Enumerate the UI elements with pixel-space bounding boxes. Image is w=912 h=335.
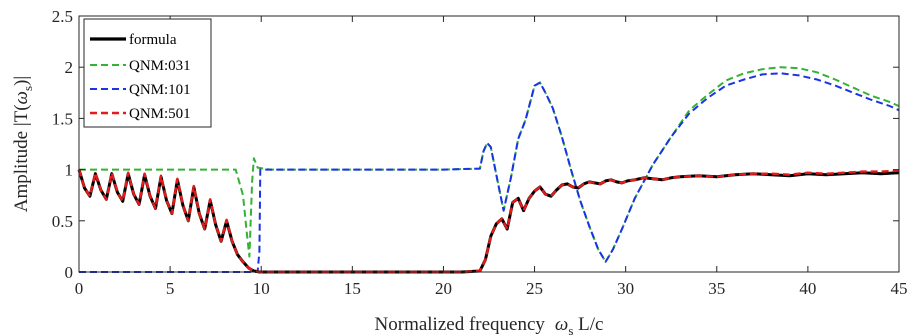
- y-axis-title: Amplitude |T(ωs)|: [11, 76, 35, 212]
- plot-area: [77, 66, 900, 274]
- y-tick-label: 1: [65, 161, 74, 180]
- x-axis-title-symbol: ω: [555, 314, 568, 335]
- legend-label-formula: formula: [129, 32, 177, 48]
- x-tick-label: 35: [708, 279, 725, 298]
- legend-label-qnm031: QNM:031: [129, 58, 191, 74]
- y-axis-title-prefix: Amplitude |T(: [11, 104, 32, 212]
- y-axis-title-suffix: )|: [11, 76, 32, 86]
- x-axis-title-suffix: L/c: [573, 314, 603, 335]
- y-tick-label: 2: [65, 58, 74, 77]
- y-tick-label: 0: [65, 263, 74, 282]
- y-tick-label: 0.5: [52, 212, 73, 231]
- series-line-qnm-031: [79, 66, 900, 263]
- x-axis-title: Normalized frequency ωs L/c: [375, 314, 604, 335]
- x-tick-label: 40: [799, 279, 816, 298]
- series-line-qnm-101: [79, 72, 900, 273]
- legend-box: [83, 18, 212, 128]
- x-tick-label: 10: [253, 279, 270, 298]
- x-tick-label: 30: [617, 279, 634, 298]
- y-axis-title-symbol: ω: [11, 91, 32, 104]
- y-tick-label: 1.5: [52, 109, 73, 128]
- axis-ticks: 0 5 10 15 20 25 30 35 40 45 0 0.5 1 1.5 2 2.5: [52, 7, 908, 298]
- x-axis-title-subscript: s: [568, 323, 573, 335]
- x-tick-label: 45: [891, 279, 908, 298]
- series-line-qnm-501: [77, 169, 900, 274]
- series-line-formula: [77, 169, 900, 274]
- x-tick-label: 25: [526, 279, 543, 298]
- y-axis-title-subscript: s: [20, 86, 35, 91]
- x-axis-title-prefix: Normalized frequency: [375, 314, 546, 335]
- legend-label-qnm101: QNM:101: [129, 82, 191, 98]
- legend: formula QNM:031 QNM:101 QNM:501: [83, 18, 212, 128]
- x-tick-label: 15: [344, 279, 361, 298]
- y-tick-label: 2.5: [52, 7, 73, 26]
- x-tick-label: 5: [166, 279, 175, 298]
- axes-frame: [78, 15, 900, 273]
- x-tick-label: 0: [75, 279, 84, 298]
- x-tick-label: 20: [435, 279, 452, 298]
- legend-label-qnm501: QNM:501: [129, 106, 191, 122]
